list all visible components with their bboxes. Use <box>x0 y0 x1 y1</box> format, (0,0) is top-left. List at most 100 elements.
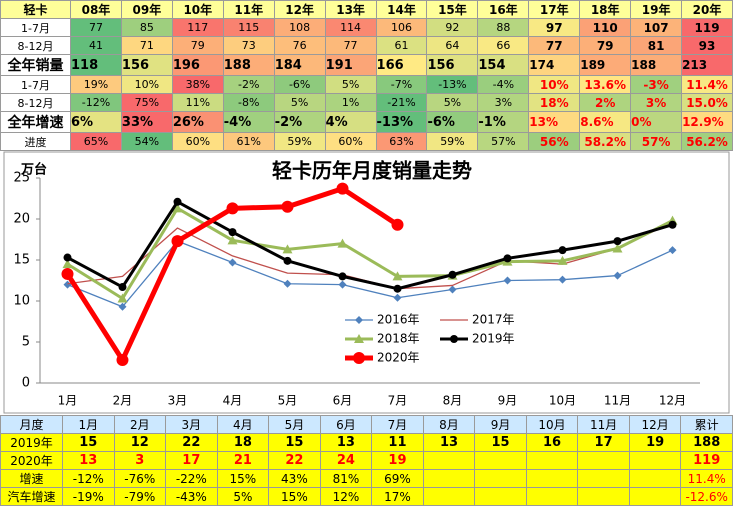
table-cell: 189 <box>579 54 632 76</box>
table-cell: 77 <box>324 36 377 55</box>
point <box>118 283 127 292</box>
header-cell: 17年 <box>528 0 581 19</box>
point <box>63 253 72 262</box>
table-cell: 13.6% <box>579 75 632 94</box>
x-tick-label: 6月 <box>333 394 353 408</box>
point <box>337 238 348 248</box>
point <box>228 258 237 267</box>
table-cell: -21% <box>375 93 428 112</box>
point <box>227 235 238 245</box>
table-cell: 59% <box>426 132 479 151</box>
header-cell: 09年 <box>120 0 173 19</box>
table-cell: 76 <box>273 36 326 55</box>
header-cell: 2月 <box>113 415 167 434</box>
point <box>668 220 677 229</box>
table-cell <box>577 469 630 488</box>
table-row: 汽车增速 -19% -79% -43% 5% 15% 12% 17% -12.6% <box>0 487 733 506</box>
table-cell: 85 <box>120 18 173 37</box>
table-cell <box>422 469 476 488</box>
table-cell: 3% <box>477 93 530 112</box>
table-cell: 11.4% <box>681 75 733 94</box>
table-cell: -19% <box>62 487 115 506</box>
table-cell: -43% <box>165 487 218 506</box>
y-tick-label: 25 <box>13 171 30 186</box>
table-cell: 188 <box>630 54 683 76</box>
table-cell: 11% <box>171 93 224 112</box>
table-cell <box>422 487 476 506</box>
table-cell: 18 <box>216 433 270 452</box>
table-cell: 13% <box>528 111 581 133</box>
point <box>503 276 512 285</box>
header-cell: 16年 <box>477 0 530 19</box>
table-cell <box>628 487 682 506</box>
table-cell <box>474 451 527 470</box>
point <box>503 254 512 263</box>
table-cell: 213 <box>681 54 733 76</box>
table-cell: 191 <box>324 54 377 76</box>
table-cell: 22 <box>268 451 321 470</box>
table-cell: 15 <box>268 433 321 452</box>
table-cell: -1% <box>477 111 530 133</box>
header-cell: 20年 <box>681 0 733 19</box>
table-cell: 13 <box>422 433 476 452</box>
x-tick-label: 4月 <box>223 394 243 408</box>
header-row: 月度 1月 2月 3月 4月 5月 6月 7月 8月 9月 10月 11月 12月 累计 <box>0 415 733 434</box>
table-cell: -79% <box>113 487 167 506</box>
header-cell: 15年 <box>426 0 479 19</box>
series-line <box>66 200 673 291</box>
header-cell: 14年 <box>375 0 428 19</box>
series-line <box>67 240 673 308</box>
table-row: 进度 65% 54% 60% 61% 59% 60% 63% 59% 57% 56% 58.2% 57%… <box>0 132 733 151</box>
point <box>61 267 74 280</box>
header-cell: 08年 <box>70 0 122 19</box>
table-row: 全年增速 6% 33% 26% -4% -2% 4% -13% -6% -1% 13% 8.6% 0% 1… <box>0 111 733 133</box>
table-cell: 119 <box>680 451 733 470</box>
table-cell: 4% <box>324 111 377 133</box>
table-cell: 154 <box>477 54 530 76</box>
table-cell: -6% <box>273 75 326 94</box>
legend-label: 2019年 <box>472 332 515 346</box>
legend-label: 2020年 <box>377 351 420 365</box>
header-cell: 累计 <box>680 415 733 434</box>
point <box>613 271 622 280</box>
table-cell: 33% <box>120 111 173 133</box>
table-cell: 188 <box>680 433 733 452</box>
table-cell: 13 <box>62 451 115 470</box>
table-cell: 57% <box>630 132 683 151</box>
table-cell: 63% <box>375 132 428 151</box>
table-row: 8-12月 41 71 79 73 76 77 61 64 66 77 79 81 93 <box>0 36 733 55</box>
row-label: 汽车增速 <box>0 487 63 506</box>
table-cell: 107 <box>630 18 683 37</box>
table-cell: 66 <box>477 36 530 55</box>
monthly-table: 月度 1月 2月 3月 4月 5月 6月 7月 8月 9月 10月 11月 12月 累计 2019年 15 12… <box>0 415 733 506</box>
header-cell: 12年 <box>273 0 326 19</box>
table-cell: 61 <box>375 36 428 55</box>
point <box>338 272 347 281</box>
y-tick-label: 10 <box>13 294 30 309</box>
point <box>391 218 404 231</box>
table-cell: 106 <box>375 18 428 37</box>
table-cell: 166 <box>375 54 428 76</box>
point <box>283 279 292 288</box>
table-cell: 59% <box>273 132 326 151</box>
legend-marker <box>450 335 458 343</box>
table-cell: 17 <box>165 451 218 470</box>
table-cell: 118 <box>70 54 122 76</box>
table-row: 1-7月 19% 10% 38% -2% -6% 5% -7% -13% -4% 10% 13.6% -… <box>0 75 733 94</box>
point <box>226 202 239 215</box>
table-cell: -4% <box>477 75 530 94</box>
table-cell: 11 <box>371 433 424 452</box>
chart-title: 轻卡历年月度销量走势 <box>272 159 472 183</box>
point <box>557 255 568 265</box>
table-cell: 196 <box>171 54 224 76</box>
point <box>392 271 403 281</box>
point <box>558 246 567 255</box>
table-cell: 77 <box>528 36 581 55</box>
table-cell: 56.2% <box>681 132 733 151</box>
y-tick-label: 20 <box>13 212 30 227</box>
y-tick-label: 0 <box>22 376 30 391</box>
table-cell: 38% <box>171 75 224 94</box>
table-cell: 10% <box>120 75 173 94</box>
point <box>228 228 237 237</box>
table-row: 2020年 13 3 17 21 22 24 19 119 <box>0 451 733 470</box>
